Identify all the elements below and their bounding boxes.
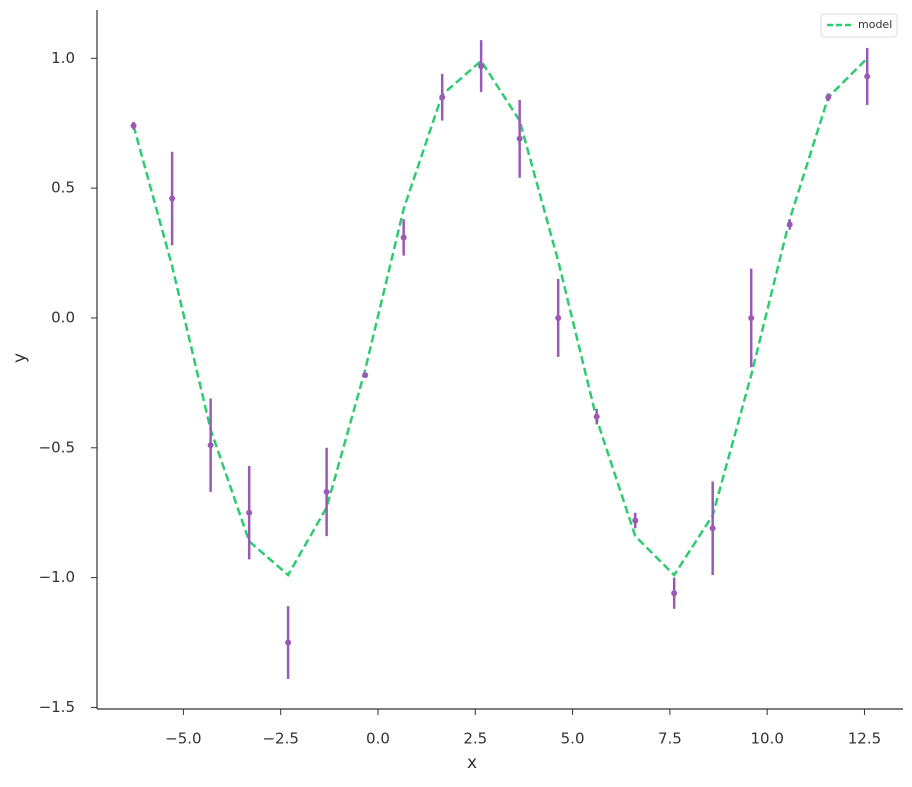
point bbox=[709, 525, 716, 532]
point bbox=[285, 639, 292, 646]
y-tick-label: 0.0 bbox=[51, 308, 75, 326]
point bbox=[748, 314, 755, 321]
x-tick-label: −5.0 bbox=[165, 730, 201, 748]
x-tick-label: −2.5 bbox=[262, 730, 298, 748]
point bbox=[671, 590, 678, 597]
x-tick-label: 12.5 bbox=[848, 730, 881, 748]
point bbox=[246, 509, 253, 516]
y-tick-label: 1.0 bbox=[51, 49, 75, 67]
point bbox=[207, 442, 214, 449]
y-axis-label: y bbox=[10, 353, 30, 363]
point bbox=[323, 488, 330, 495]
point bbox=[439, 94, 446, 101]
point bbox=[593, 413, 600, 420]
y-tick-label: −1.0 bbox=[39, 568, 75, 586]
point bbox=[130, 122, 137, 129]
y-tick-label: 0.5 bbox=[51, 179, 75, 197]
point bbox=[478, 63, 485, 70]
point bbox=[400, 234, 407, 241]
point bbox=[362, 372, 369, 379]
point bbox=[555, 314, 562, 321]
legend-label: model bbox=[858, 18, 892, 31]
x-tick-label: 10.0 bbox=[750, 730, 783, 748]
point bbox=[516, 135, 523, 142]
point bbox=[786, 221, 793, 228]
model-line bbox=[132, 57, 869, 577]
point bbox=[825, 94, 832, 101]
legend bbox=[820, 13, 898, 38]
y-tick-label: −0.5 bbox=[39, 438, 75, 456]
y-tick-label: −1.5 bbox=[39, 698, 75, 716]
x-tick-label: 7.5 bbox=[658, 730, 682, 748]
point bbox=[169, 195, 176, 202]
x-tick-label: 2.5 bbox=[463, 730, 487, 748]
point bbox=[864, 73, 871, 80]
x-axis-label: x bbox=[467, 753, 477, 773]
point bbox=[632, 517, 639, 524]
x-tick-label: 0.0 bbox=[366, 730, 390, 748]
x-tick-label: 5.0 bbox=[561, 730, 585, 748]
